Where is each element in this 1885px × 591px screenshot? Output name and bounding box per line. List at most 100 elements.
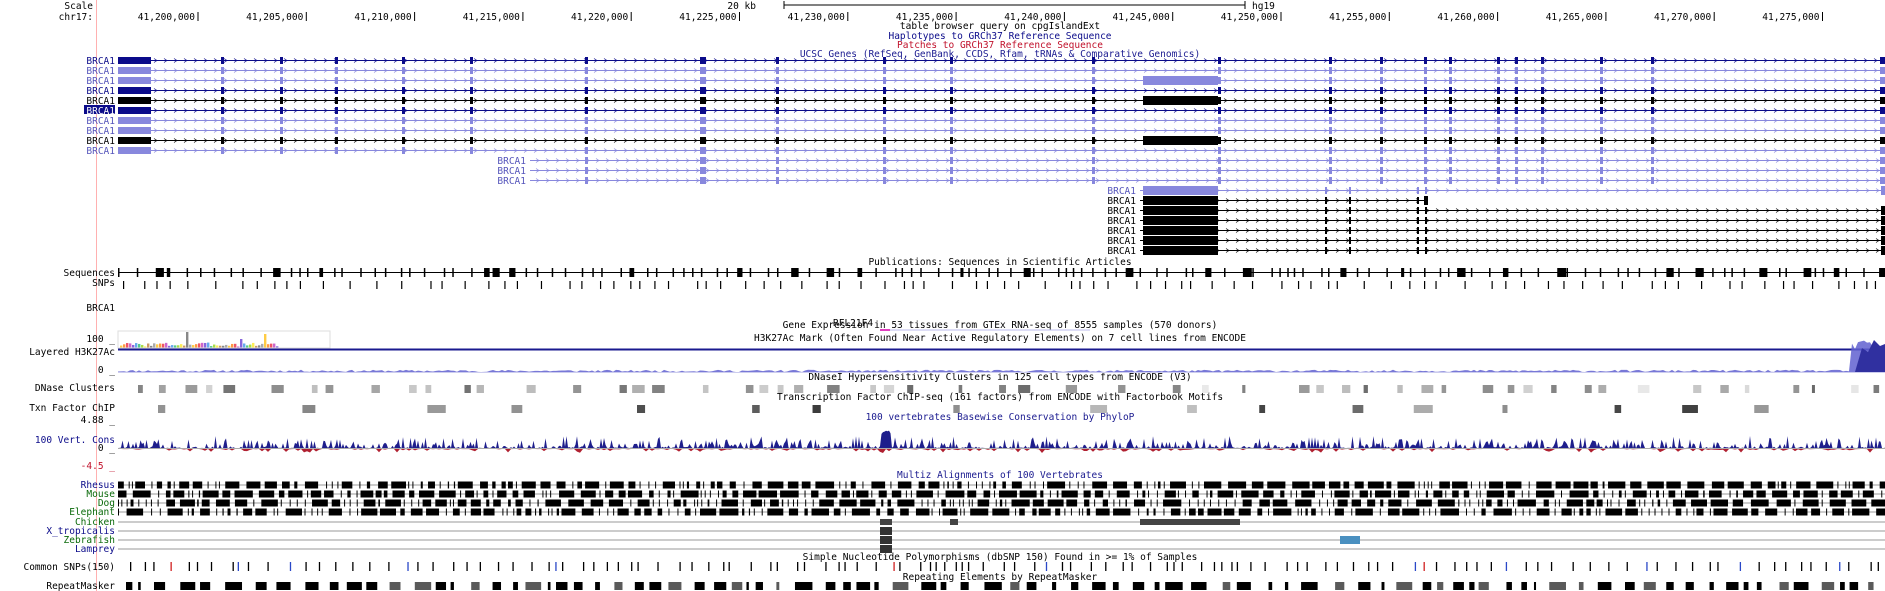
snp-mark[interactable] <box>860 281 862 289</box>
multiz-block[interactable] <box>1871 499 1885 507</box>
repeat-element[interactable] <box>1726 582 1739 590</box>
common-snp[interactable] <box>1505 562 1508 571</box>
multiz-block[interactable] <box>1082 508 1084 516</box>
multiz-block[interactable] <box>897 499 915 507</box>
multiz-block[interactable] <box>860 499 876 507</box>
gene-label[interactable]: BRCA1 <box>1107 196 1136 207</box>
common-snp[interactable] <box>1003 562 1005 571</box>
multiz-block[interactable] <box>1486 490 1505 498</box>
multiz-block[interactable] <box>422 499 432 507</box>
multiz-block[interactable] <box>118 508 119 516</box>
dnase-cluster[interactable] <box>1851 385 1859 393</box>
multiz-block[interactable] <box>1119 499 1121 507</box>
snp-mark[interactable] <box>1044 281 1046 289</box>
multiz-block[interactable] <box>684 508 691 516</box>
tfbs-cluster[interactable] <box>1352 405 1364 413</box>
seq-feature[interactable] <box>1271 268 1273 277</box>
multiz-block[interactable] <box>1605 508 1623 516</box>
common-snp[interactable] <box>531 562 533 571</box>
multiz-block[interactable] <box>201 499 210 507</box>
seq-feature[interactable] <box>1092 268 1094 277</box>
multiz-block[interactable] <box>662 481 675 489</box>
common-snp[interactable] <box>1454 562 1456 571</box>
multiz-block[interactable] <box>515 499 523 507</box>
multiz-block[interactable] <box>1569 490 1589 498</box>
multiz-block[interactable] <box>1102 499 1108 507</box>
multiz-block[interactable] <box>963 508 965 516</box>
multiz-block[interactable] <box>1305 508 1308 516</box>
snp-mark[interactable] <box>1251 281 1254 289</box>
common-snp[interactable] <box>1166 562 1168 571</box>
multiz-block[interactable] <box>135 481 145 489</box>
repeat-element[interactable] <box>492 582 502 590</box>
repeat-element[interactable] <box>1165 582 1183 590</box>
multiz-block[interactable] <box>191 508 194 516</box>
snp-mark[interactable] <box>1164 281 1167 289</box>
multiz-block[interactable] <box>1340 536 1360 544</box>
dnase-cluster[interactable] <box>1201 385 1209 393</box>
snp-mark[interactable] <box>1328 281 1330 289</box>
common-snp[interactable] <box>1525 562 1527 571</box>
multiz-block[interactable] <box>255 508 267 516</box>
common-snp[interactable] <box>1213 562 1216 571</box>
dnase-cluster[interactable] <box>1873 385 1880 393</box>
multiz-block[interactable] <box>977 499 990 507</box>
multiz-block[interactable] <box>580 490 596 498</box>
snp-mark[interactable] <box>1079 281 1081 289</box>
seq-feature[interactable] <box>1287 268 1289 277</box>
seq-feature[interactable] <box>200 268 202 277</box>
snp-mark[interactable] <box>1524 281 1526 289</box>
gtex-tissue-bar[interactable] <box>165 342 168 348</box>
snp-mark[interactable] <box>516 281 519 289</box>
seq-feature[interactable] <box>1833 268 1840 277</box>
dnase-cluster[interactable] <box>1421 385 1434 393</box>
seq-feature[interactable] <box>1224 268 1226 277</box>
snp-mark[interactable] <box>504 281 506 289</box>
common-snp[interactable] <box>856 562 858 571</box>
gene-label[interactable]: BRCA1 <box>1107 216 1136 227</box>
multiz-block[interactable] <box>465 490 475 498</box>
multiz-block[interactable] <box>1070 508 1072 516</box>
common-snp[interactable] <box>289 562 292 571</box>
multiz-block[interactable] <box>968 499 970 507</box>
seq-feature[interactable] <box>875 268 877 277</box>
gtex-tissue-bar[interactable] <box>219 345 222 348</box>
dnase-cluster[interactable] <box>1482 385 1494 393</box>
repeat-element[interactable] <box>1396 582 1413 590</box>
multiz-block[interactable] <box>493 499 501 507</box>
multiz-block[interactable] <box>1811 508 1821 516</box>
multiz-block[interactable] <box>805 499 807 507</box>
multiz-block[interactable] <box>605 490 614 498</box>
multiz-block[interactable] <box>1693 508 1695 516</box>
common-snp[interactable] <box>1801 562 1803 571</box>
multiz-block[interactable] <box>545 490 547 498</box>
repeat-element[interactable] <box>921 582 937 590</box>
snp-mark[interactable] <box>667 281 670 289</box>
multiz-block[interactable] <box>960 508 962 516</box>
seq-feature[interactable] <box>1041 268 1043 277</box>
multiz-block[interactable] <box>1355 508 1373 516</box>
multiz-block[interactable] <box>673 499 681 507</box>
gtex-tissue-bar[interactable] <box>162 343 165 348</box>
seq-feature[interactable] <box>1166 268 1168 277</box>
multiz-block[interactable] <box>521 481 536 489</box>
multiz-block[interactable] <box>1351 508 1353 516</box>
seq-feature[interactable] <box>1386 268 1388 277</box>
repeat-element[interactable] <box>1052 582 1057 590</box>
dnase-cluster[interactable] <box>777 385 784 393</box>
common-snp[interactable] <box>708 562 710 571</box>
multiz-block[interactable] <box>483 490 489 498</box>
multiz-block[interactable] <box>1078 508 1080 516</box>
multiz-block[interactable] <box>1767 481 1776 489</box>
seq-feature[interactable] <box>1023 268 1031 277</box>
repeat-element[interactable] <box>1709 582 1714 590</box>
multiz-block[interactable] <box>1681 490 1683 498</box>
multiz-block[interactable] <box>179 499 195 507</box>
common-snp[interactable] <box>961 562 963 571</box>
multiz-block[interactable] <box>304 481 319 489</box>
multiz-block[interactable] <box>311 508 313 516</box>
repeat-element[interactable] <box>1222 582 1231 590</box>
gtex-tissue-bar[interactable] <box>267 344 270 348</box>
multiz-block[interactable] <box>1536 508 1550 516</box>
multiz-block[interactable] <box>1198 508 1204 516</box>
